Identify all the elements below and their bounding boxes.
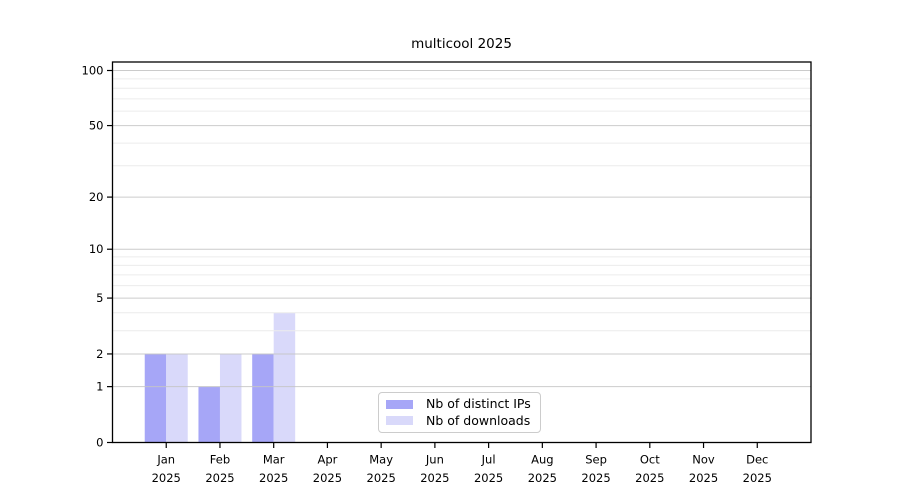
legend-swatch-distinct-ips [386, 399, 413, 409]
y-tick-label: 100 [82, 64, 104, 78]
x-tick-label-year: 2025 [743, 471, 772, 485]
bar-jan-series0 [144, 353, 167, 443]
x-tick-label-year: 2025 [689, 471, 718, 485]
x-tick-label-month: Mar [263, 453, 285, 467]
x-tick-label-month: Sep [585, 453, 607, 467]
x-tick-label-month: Oct [640, 453, 660, 467]
bar-feb-series0 [198, 386, 220, 443]
legend-label-distinct-ips: Nb of distinct IPs [426, 396, 531, 411]
x-tick-label-month: Nov [692, 453, 715, 467]
x-tick-label-month: Feb [210, 453, 230, 467]
axis-frame [111, 61, 812, 444]
x-tick-label-year: 2025 [474, 471, 503, 485]
legend: Nb of distinct IPs Nb of downloads [378, 392, 541, 433]
x-tick-label-month: Jun [425, 453, 444, 467]
x-tick-label-year: 2025 [635, 471, 664, 485]
x-tick-label-month: Aug [531, 453, 553, 467]
x-tick-label-month: May [369, 453, 393, 467]
y-tick-label: 50 [89, 119, 104, 133]
x-tick-label-year: 2025 [259, 471, 288, 485]
x-tick-label-month: Jul [481, 453, 496, 467]
y-tick-label: 0 [96, 436, 103, 450]
legend-swatch-downloads [386, 416, 413, 426]
x-tick-label-year: 2025 [313, 471, 342, 485]
bar-feb-series1 [219, 353, 242, 443]
x-tick-label-year: 2025 [367, 471, 396, 485]
legend-label-downloads: Nb of downloads [426, 412, 531, 428]
y-tick-label: 5 [96, 291, 103, 305]
x-tick-label-month: Apr [317, 453, 337, 467]
y-tick-label: 1 [96, 380, 103, 394]
bar-jan-series1 [166, 353, 188, 443]
y-tick-label: 10 [89, 242, 104, 256]
y-tick-label: 20 [89, 190, 104, 204]
y-tick-label: 2 [96, 347, 103, 361]
x-tick-label-year: 2025 [581, 471, 610, 485]
x-tick-label-month: Jan [156, 453, 175, 467]
x-tick-label-month: Dec [746, 453, 768, 467]
legend-item-distinct-ips: Nb of distinct IPs [386, 396, 532, 413]
bar-mar-series1 [273, 312, 296, 443]
x-tick-label-year: 2025 [152, 471, 181, 485]
x-tick-label-year: 2025 [205, 471, 234, 485]
chart-title: multicool 2025 [411, 36, 512, 52]
bar-mar-series0 [252, 353, 274, 443]
x-tick-label-year: 2025 [420, 471, 449, 485]
legend-item-downloads: Nb of downloads [386, 413, 532, 430]
x-tick-label-year: 2025 [528, 471, 557, 485]
